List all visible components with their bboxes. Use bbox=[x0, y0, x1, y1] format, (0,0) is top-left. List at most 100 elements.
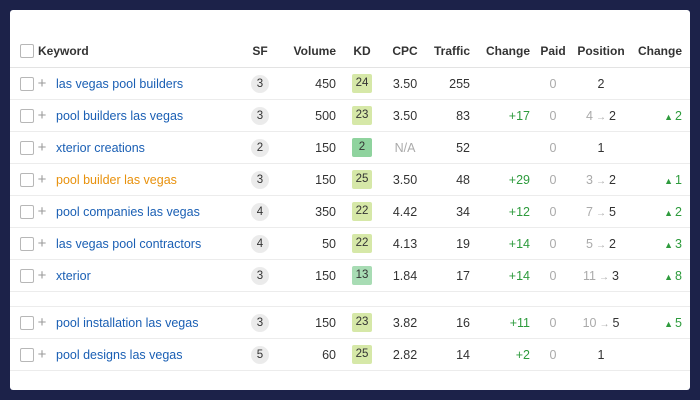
volume-value: 150 bbox=[315, 172, 336, 187]
previous-position: 5 bbox=[586, 236, 593, 251]
sf-badge[interactable]: 3 bbox=[251, 266, 269, 285]
position-change-cell bbox=[632, 339, 690, 371]
row-checkbox-cell bbox=[10, 307, 34, 339]
kd-badge: 2 bbox=[352, 138, 372, 157]
keyword-link[interactable]: las vegas pool contractors bbox=[56, 236, 202, 251]
kd-cell: 24 bbox=[340, 68, 384, 100]
cpc-value: 4.42 bbox=[392, 204, 418, 219]
position-cell: 4 → 2 bbox=[570, 100, 632, 132]
add-icon[interactable]: + bbox=[37, 267, 47, 284]
sf-badge[interactable]: 3 bbox=[251, 74, 269, 93]
volume-value: 150 bbox=[315, 315, 336, 330]
keyword-cell: las vegas pool builders bbox=[50, 68, 238, 100]
table-row[interactable]: + pool companies las vegas 4 350 22 4.42 34 +12… bbox=[10, 196, 690, 228]
add-icon[interactable]: + bbox=[37, 107, 47, 124]
cpc-value: 2.82 bbox=[392, 347, 418, 362]
paid-value: 0 bbox=[549, 108, 557, 123]
add-icon[interactable]: + bbox=[37, 314, 47, 331]
row-checkbox[interactable] bbox=[20, 347, 34, 362]
sf-badge[interactable]: 5 bbox=[251, 345, 269, 364]
traffic-value: 83 bbox=[456, 108, 470, 123]
header-position-change[interactable]: Change bbox=[632, 34, 690, 68]
add-icon[interactable]: + bbox=[37, 75, 47, 92]
keyword-cell: pool builder las vegas bbox=[50, 164, 238, 196]
header-sf[interactable]: SF bbox=[238, 34, 282, 68]
keyword-link[interactable]: pool companies las vegas bbox=[56, 204, 200, 219]
keyword-link[interactable]: las vegas pool builders bbox=[56, 76, 184, 91]
volume-value: 150 bbox=[315, 140, 336, 155]
row-checkbox[interactable] bbox=[20, 315, 34, 330]
keyword-link[interactable]: xterior creations bbox=[56, 140, 145, 155]
select-all-checkbox[interactable] bbox=[20, 43, 34, 58]
add-icon[interactable]: + bbox=[37, 235, 47, 252]
cpc-value: N/A bbox=[394, 140, 416, 155]
arrow-right-icon: → bbox=[596, 207, 606, 219]
previous-position: 3 bbox=[586, 172, 593, 187]
position-cell: 7 → 5 bbox=[570, 196, 632, 228]
current-position: 1 bbox=[597, 140, 605, 155]
previous-position: 7 bbox=[586, 204, 593, 219]
kd-badge: 25 bbox=[352, 170, 372, 189]
row-checkbox[interactable] bbox=[20, 76, 34, 91]
traffic-value: 16 bbox=[456, 315, 470, 330]
table-row[interactable]: + las vegas pool contractors 4 50 22 4.13 19 +1… bbox=[10, 228, 690, 260]
row-checkbox-cell bbox=[10, 228, 34, 260]
table-row[interactable]: + pool installation las vegas 3 150 23 3.82 16… bbox=[10, 307, 690, 339]
header-volume[interactable]: Volume bbox=[282, 34, 340, 68]
position-change-cell bbox=[632, 132, 690, 164]
header-keyword[interactable]: Keyword bbox=[34, 34, 238, 68]
header-position[interactable]: Position bbox=[570, 34, 632, 68]
table-row[interactable]: + las vegas pool builders 3 450 24 3.50 255 0 2 bbox=[10, 68, 690, 100]
sf-badge[interactable]: 4 bbox=[251, 234, 269, 253]
keyword-link[interactable]: pool installation las vegas bbox=[56, 315, 199, 330]
sf-badge[interactable]: 4 bbox=[251, 202, 269, 221]
paid-value: 0 bbox=[549, 140, 557, 155]
table-row[interactable]: + xterior creations 2 150 2 N/A 52 0 1 bbox=[10, 132, 690, 164]
kd-cell: 23 bbox=[340, 100, 384, 132]
add-icon[interactable]: + bbox=[37, 346, 47, 363]
volume-value: 350 bbox=[315, 204, 336, 219]
add-icon[interactable]: + bbox=[37, 139, 47, 156]
kd-badge: 23 bbox=[352, 313, 372, 332]
table-row[interactable]: + pool builder las vegas 3 150 25 3.50 48 +29 0 3… bbox=[10, 164, 690, 196]
header-cpc[interactable]: CPC bbox=[384, 34, 426, 68]
traffic-value: 255 bbox=[449, 76, 470, 91]
row-checkbox[interactable] bbox=[20, 108, 34, 123]
position-cell: 2 bbox=[570, 68, 632, 100]
table-row[interactable]: + xterior 3 150 13 1.84 17 +14 0 11 → 3 ▲ 8 bbox=[10, 260, 690, 292]
row-checkbox[interactable] bbox=[20, 268, 34, 283]
add-icon[interactable]: + bbox=[37, 171, 47, 188]
header-traffic[interactable]: Traffic bbox=[426, 34, 478, 68]
kd-badge: 13 bbox=[352, 266, 372, 285]
keyword-link[interactable]: xterior bbox=[56, 268, 91, 283]
kd-badge: 22 bbox=[352, 234, 372, 253]
header-paid[interactable]: Paid bbox=[536, 34, 570, 68]
sf-badge[interactable]: 2 bbox=[251, 138, 269, 157]
arrow-right-icon: → bbox=[599, 318, 610, 330]
traffic-change-value: +29 bbox=[508, 172, 530, 187]
row-checkbox[interactable] bbox=[20, 204, 34, 219]
row-checkbox[interactable] bbox=[20, 140, 34, 155]
current-position: 5 bbox=[609, 204, 616, 219]
keyword-link[interactable]: pool designs las vegas bbox=[56, 347, 183, 362]
add-icon[interactable]: + bbox=[37, 203, 47, 220]
header-traffic-change[interactable]: Change bbox=[478, 34, 536, 68]
keyword-link[interactable]: pool builders las vegas bbox=[56, 108, 184, 123]
position-cell: 1 bbox=[570, 339, 632, 371]
row-checkbox-cell bbox=[10, 68, 34, 100]
sf-cell: 3 bbox=[238, 164, 282, 196]
header-kd[interactable]: KD bbox=[340, 34, 384, 68]
sf-cell: 5 bbox=[238, 339, 282, 371]
keywords-table: Keyword SF Volume KD CPC Traffic Change … bbox=[10, 34, 690, 371]
row-separator bbox=[10, 291, 690, 307]
row-checkbox[interactable] bbox=[20, 172, 34, 187]
table-row[interactable]: + pool builders las vegas 3 500 23 3.50 83 +17 0… bbox=[10, 100, 690, 132]
keyword-link[interactable]: pool builder las vegas bbox=[56, 172, 177, 187]
traffic-change-value: +14 bbox=[508, 236, 530, 251]
table-row[interactable]: + pool designs las vegas 5 60 25 2.82 14 +2 0 1 bbox=[10, 339, 690, 371]
sf-badge[interactable]: 3 bbox=[251, 170, 269, 189]
position-cell: 5 → 2 bbox=[570, 228, 632, 260]
sf-badge[interactable]: 3 bbox=[251, 313, 269, 332]
sf-badge[interactable]: 3 bbox=[251, 106, 269, 125]
row-checkbox[interactable] bbox=[20, 236, 34, 251]
